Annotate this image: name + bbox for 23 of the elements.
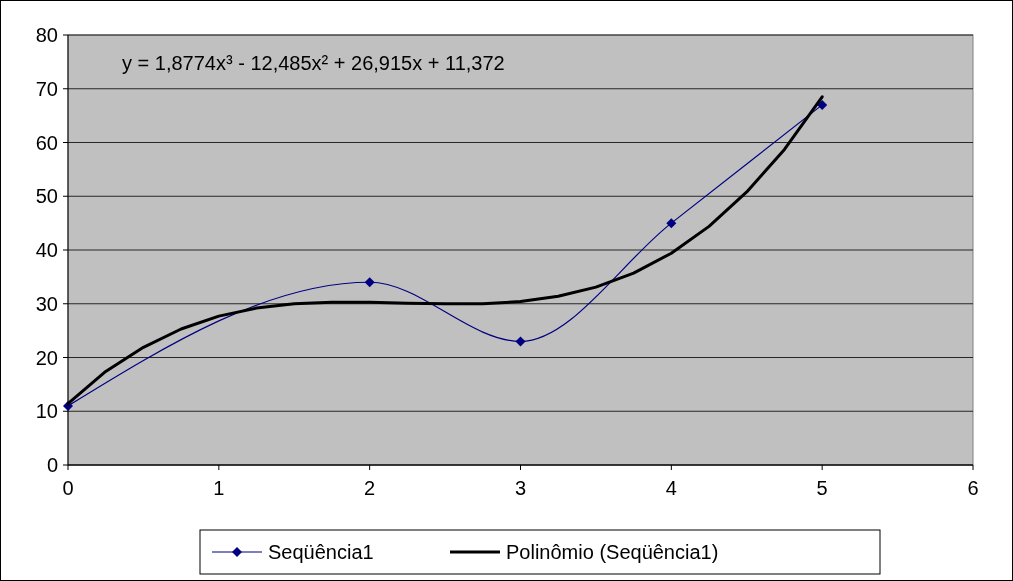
x-tick-label: 6 [967,477,979,499]
y-tick-label: 20 [35,346,58,369]
x-tick-label: 1 [213,477,225,499]
y-tick-label: 70 [35,77,58,100]
legend-label: Seqüência1 [268,541,374,563]
x-tick-label: 0 [62,477,74,499]
x-tick-label: 4 [665,477,677,499]
y-tick-label: 0 [46,454,58,476]
annotation: y = 1,8774x³ - 12,485x² + 26,915x + 11,372 [122,52,505,74]
y-tick-label: 60 [35,131,58,154]
x-tick-label: 3 [514,477,527,499]
y-tick-label: 30 [35,292,58,315]
x-tick-label: 2 [364,477,376,499]
point [364,277,375,288]
point [515,336,526,347]
y-tick-label: 10 [35,400,58,423]
y-tick-label: 80 [35,24,58,46]
y-tick-label: 50 [35,185,58,208]
legend-label: Polinômio (Seqüência1) [506,541,719,563]
x-tick-label: 5 [816,477,828,499]
point [666,218,677,229]
y-tick-label: 40 [35,239,58,261]
point [817,99,828,110]
